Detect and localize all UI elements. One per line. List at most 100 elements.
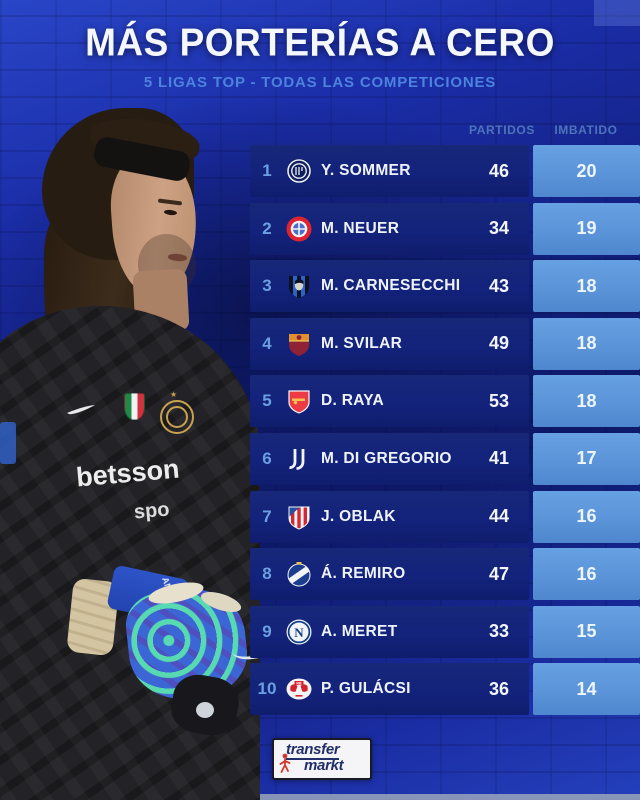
top-right-light-patch	[594, 0, 640, 26]
transfermarkt-player-icon	[279, 753, 291, 773]
clean-sheets-cell: 16	[533, 490, 640, 543]
ranking-table: 1 Y. SOMMER 46 20 2 M. NEUER 34 1	[250, 145, 640, 721]
matches-value: 43	[488, 275, 510, 296]
row-main: 6 M. DI GREGORIO 41	[250, 432, 529, 485]
column-header-partidos: PARTIDOS	[469, 123, 535, 137]
row-main: 1 Y. SOMMER 46	[250, 145, 529, 197]
rank-label: 10	[257, 679, 277, 699]
sponsor-label: betsson	[76, 458, 181, 493]
matches-value: 47	[488, 563, 510, 584]
transfermarkt-logo-text: markt	[304, 757, 344, 774]
bayern-crest-icon	[284, 216, 314, 242]
player-name: P. GULÁCSI	[321, 680, 411, 698]
table-row: 4 M. SVILAR 49 18	[250, 317, 640, 370]
napoli-crest-icon: N	[284, 619, 314, 645]
rank-label: 4	[262, 333, 272, 353]
matches-value: 46	[488, 160, 510, 181]
player-name: Y. SOMMER	[321, 162, 411, 179]
table-row: 1 Y. SOMMER 46 20	[250, 145, 640, 197]
matches-value: 44	[488, 506, 510, 527]
matches-value: 41	[488, 448, 510, 469]
row-main: 7 J. OBLAK 44	[250, 490, 529, 543]
row-main: 9 N A. MERET 33	[250, 605, 529, 658]
arsenal-crest-icon	[284, 388, 314, 415]
table-row: 10 RB P. GULÁCSI 36 14	[250, 663, 640, 716]
player-name: D. RAYA	[321, 392, 384, 410]
rank-label: 7	[262, 506, 272, 526]
player-name: M. CARNESECCHI	[321, 277, 461, 295]
transfermarkt-logo-text: transfer	[286, 741, 340, 760]
row-main: 5 D. RAYA 53	[250, 375, 529, 428]
title-block: MÁS PORTERÍAS A CERO 5 LIGAS TOP - TODAS…	[0, 20, 640, 91]
gold-star-icon: ★	[170, 390, 178, 399]
rank-label: 3	[262, 276, 272, 296]
inter-jersey-crest-icon	[160, 400, 194, 434]
clean-sheets-value: 16	[576, 563, 597, 584]
clean-sheets-value: 15	[576, 621, 597, 642]
clean-sheets-cell: 18	[533, 317, 640, 370]
player-name: Á. REMIRO	[321, 565, 406, 583]
table-row: 7 J. OBLAK 44 16	[250, 490, 640, 543]
rank-label: 6	[262, 448, 272, 468]
inter-crest-icon	[284, 158, 314, 184]
atalanta-crest-icon	[284, 273, 314, 299]
clean-sheets-cell: 18	[533, 375, 640, 428]
clean-sheets-value: 18	[576, 333, 597, 354]
floor-strip	[0, 794, 640, 800]
page-title: MÁS PORTERÍAS A CERO	[85, 20, 555, 64]
clean-sheets-cell: 14	[533, 663, 640, 716]
matches-value: 49	[488, 333, 510, 354]
rank-label: 8	[262, 564, 272, 584]
clean-sheets-cell: 15	[533, 605, 640, 658]
scudetto-tricolore-icon	[124, 393, 145, 420]
rank-label: 1	[262, 161, 272, 180]
clean-sheets-value: 14	[576, 678, 597, 699]
matches-value: 34	[488, 218, 510, 239]
inter-jersey-crest-icon	[166, 406, 188, 428]
table-row: 6 M. DI GREGORIO 41 17	[250, 432, 640, 485]
row-main: 3 M. CARNESECCHI 43	[250, 260, 529, 313]
matches-value: 53	[488, 390, 510, 411]
table-row: 9 N A. MERET 33 15	[250, 605, 640, 658]
second-glove-detail	[196, 702, 214, 718]
jersey-sponsor-text: betsson	[76, 458, 194, 502]
clean-sheets-value: 18	[576, 390, 597, 411]
clean-sheets-value: 17	[576, 448, 597, 469]
column-header-imbatido: IMBATIDO	[554, 123, 618, 137]
atletico-madrid-crest-icon	[284, 504, 314, 530]
roma-crest-icon	[284, 331, 314, 357]
rank-label: 5	[262, 391, 272, 411]
row-main: 10 RB P. GULÁCSI 36	[250, 663, 529, 716]
clean-sheets-cell: 20	[533, 145, 640, 197]
row-main: 8 Á. REMIRO 47	[250, 548, 529, 601]
clean-sheets-cell: 16	[533, 548, 640, 601]
rb-leipzig-crest-icon: RB	[284, 676, 314, 702]
matches-value: 36	[488, 678, 510, 699]
row-main: 2 M. NEUER 34	[250, 202, 529, 255]
row-main: 4 M. SVILAR 49	[250, 317, 529, 370]
clean-sheets-cell: 19	[533, 202, 640, 255]
matches-value: 33	[488, 621, 510, 642]
clean-sheets-value: 19	[576, 218, 597, 239]
table-row: 3 M. CARNESECCHI 43 18	[250, 260, 640, 313]
player-name: M. NEUER	[321, 219, 400, 237]
clean-sheets-cell: 17	[533, 432, 640, 485]
rank-label: 9	[262, 621, 272, 641]
jersey-sponsor-text-2: spo	[133, 498, 171, 524]
table-row: 5 D. RAYA 53 18	[250, 375, 640, 428]
transfermarkt-logo: transfer markt	[272, 738, 372, 780]
player-name: J. OBLAK	[321, 507, 396, 525]
rank-label: 2	[262, 218, 272, 238]
juventus-crest-icon	[284, 446, 314, 472]
sleeve-patch-icon	[0, 422, 16, 464]
clean-sheets-value: 16	[576, 506, 597, 527]
table-row: 8 Á. REMIRO 47 16	[250, 548, 640, 601]
clean-sheets-cell: 18	[533, 260, 640, 313]
table-header: PARTIDOS IMBATIDO	[250, 123, 640, 139]
player-name: A. MERET	[321, 622, 398, 640]
page-subtitle: 5 LIGAS TOP - TODAS LAS COMPETICIONES	[143, 74, 497, 91]
svg-text:N: N	[294, 625, 304, 640]
clean-sheets-value: 20	[576, 160, 597, 181]
